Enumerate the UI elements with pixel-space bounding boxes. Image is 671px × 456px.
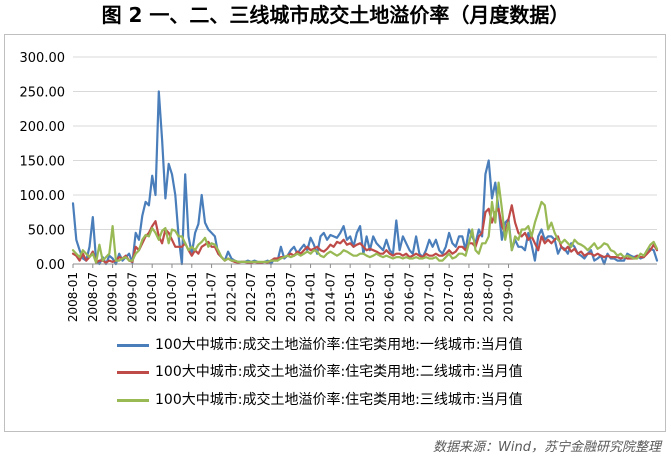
series-lines — [71, 90, 659, 266]
x-tick-label: 2015-01 — [343, 272, 357, 322]
y-tick-label: 150.00 — [20, 155, 66, 170]
x-tick-label: 2009-07 — [125, 272, 139, 322]
legend-swatch — [117, 344, 149, 347]
legend-label: 100大中城市:成交土地溢价率:住宅类用地:一线城市:当月值 — [155, 337, 523, 353]
x-tick-label: 2017-01 — [422, 272, 436, 322]
x-tick-label: 2018-01 — [462, 272, 476, 322]
y-tick-label: 100.00 — [20, 189, 66, 204]
x-tick-label: 2016-07 — [403, 272, 417, 322]
x-tick-label: 2013-01 — [264, 272, 278, 322]
legend-swatch — [117, 371, 149, 374]
x-tick-label: 2011-07 — [205, 272, 219, 322]
gridlines — [73, 56, 657, 265]
x-tick-label: 2008-01 — [66, 272, 80, 322]
x-tick-label: 2013-07 — [284, 272, 298, 322]
data-source-note: 数据来源：Wind，苏宁金融研究院整理 — [433, 440, 661, 455]
x-tick-label: 2009-01 — [106, 272, 120, 322]
x-axis-tick-labels: 2008-01 2008-07 2009-01 2009-07 2010-01 2010-… — [66, 272, 516, 322]
y-axis-tick-labels: 0.00 50.00 100.00 150.00 200.00 250.00 300.00 — [20, 51, 66, 273]
line-chart: 0.0050.00100.00150.00200.00250.00300.00 … — [20, 51, 659, 322]
y-tick-label: 50.00 — [28, 224, 65, 239]
x-tick-label: 2010-07 — [165, 272, 179, 322]
x-tick-label: 2016-01 — [383, 272, 397, 322]
chart-frame: 0.00 50.00 100.00 150.00 200.00 250.00 300.00 … — [4, 34, 666, 432]
legend-label: 100大中城市:成交土地溢价率:住宅类用地:三线城市:当月值 — [155, 392, 523, 408]
x-axis — [72, 263, 657, 268]
x-tick-label: 2015-07 — [363, 272, 377, 322]
x-tick-label: 2018-07 — [482, 272, 496, 322]
series-line-3 — [71, 181, 659, 264]
x-tick-label: 2010-01 — [145, 272, 159, 322]
y-tick-label: 300.00 — [20, 51, 66, 66]
legend-swatch — [117, 399, 149, 402]
x-tick-label: 2014-07 — [323, 272, 337, 322]
x-tick-label: 2011-01 — [185, 272, 199, 322]
x-tick-label: 2012-07 — [244, 272, 258, 322]
chart-title: 图 2 一、二、三线城市成交土地溢价率（月度数据） — [101, 3, 570, 27]
x-tick-label: 2019-01 — [502, 272, 516, 322]
legend-label: 100大中城市:成交土地溢价率:住宅类用地:二线城市:当月值 — [155, 364, 523, 380]
x-tick-label: 2014-01 — [304, 272, 318, 322]
y-tick-label: 0.00 — [36, 258, 65, 273]
y-tick-label: 200.00 — [20, 120, 66, 135]
series-line-1 — [71, 90, 659, 266]
x-tick-label: 2008-07 — [86, 272, 100, 322]
x-tick-label: 2012-01 — [224, 272, 238, 322]
x-tick-label: 2017-07 — [442, 272, 456, 322]
y-tick-label: 250.00 — [20, 86, 66, 101]
